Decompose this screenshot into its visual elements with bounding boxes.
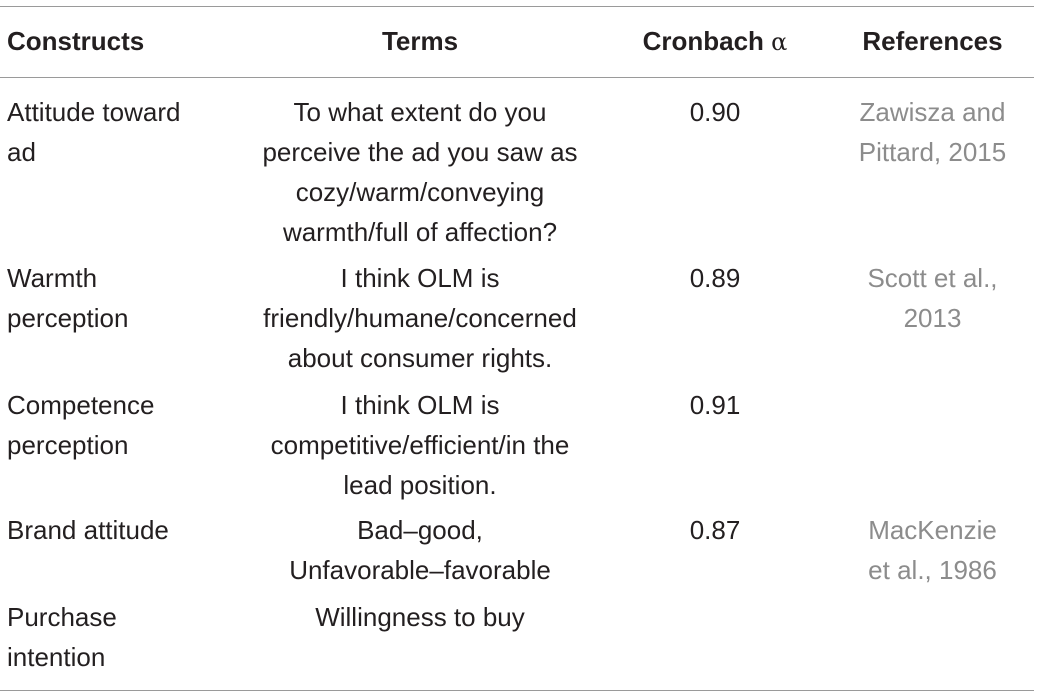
row-1-terms: To what extent do you perceive the ad yo… xyxy=(240,92,600,252)
construct-line: perception xyxy=(7,303,129,333)
terms-line: perceive the ad you saw as xyxy=(262,137,578,167)
reference-line: et al., 1986 xyxy=(868,555,997,585)
terms-line: warmth/full of affection? xyxy=(282,217,558,247)
row-4-construct: Brand attitude xyxy=(7,510,227,550)
construct-line: Warmth xyxy=(7,263,98,293)
terms-line: Bad–good, xyxy=(357,515,483,545)
row-5-terms: Willingness to buy xyxy=(240,597,600,637)
terms-line: I think OLM is xyxy=(340,263,500,293)
table-header-rule xyxy=(0,77,1034,78)
construct-line: perception xyxy=(7,430,129,460)
construct-line: Purchase xyxy=(7,602,117,632)
terms-line: To what extent do you xyxy=(293,97,547,127)
construct-line: ad xyxy=(7,137,36,167)
terms-line: Unfavorable–favorable xyxy=(289,555,551,585)
reference-line: Zawisza and xyxy=(859,97,1006,127)
terms-line: about consumer rights. xyxy=(287,343,553,373)
reference-line: Pittard, 2015 xyxy=(858,137,1007,167)
row-3-terms: I think OLM is competitive/efficient/in … xyxy=(240,385,600,505)
terms-line: lead position. xyxy=(343,470,497,500)
row-5-construct: Purchase intention xyxy=(7,597,227,677)
terms-line: friendly/humane/concerned xyxy=(263,303,577,333)
row-1-reference-link[interactable]: Zawisza and Pittard, 2015 xyxy=(830,92,1035,172)
row-4-alpha: 0.87 xyxy=(689,515,741,545)
terms-line: competitive/efficient/in the xyxy=(270,430,570,460)
row-1-construct: Attitude toward ad xyxy=(7,92,227,172)
row-3-alpha: 0.91 xyxy=(689,390,741,420)
row-1-alpha: 0.90 xyxy=(689,97,741,127)
reference-line: MacKenzie xyxy=(868,515,997,545)
construct-line: Brand attitude xyxy=(7,515,169,545)
header-cronbach-alpha: Cronbach α xyxy=(620,21,810,62)
header-constructs: Constructs xyxy=(7,26,145,56)
construct-line: intention xyxy=(7,642,106,672)
row-2-alpha: 0.89 xyxy=(689,263,741,293)
table-top-rule xyxy=(0,6,1034,7)
reference-line: Scott et al., xyxy=(867,263,998,293)
header-references: References xyxy=(862,26,1003,56)
row-2-terms: I think OLM is friendly/humane/concerned… xyxy=(240,258,600,378)
terms-line: Willingness to buy xyxy=(315,602,525,632)
row-2-reference-link[interactable]: Scott et al., 2013 xyxy=(830,258,1035,338)
row-2-construct: Warmth perception xyxy=(7,258,227,338)
terms-line: cozy/warm/conveying xyxy=(295,177,545,207)
construct-line: Attitude toward xyxy=(7,97,181,127)
table-bottom-rule xyxy=(0,690,1034,691)
reference-line: 2013 xyxy=(903,303,962,333)
header-terms: Terms xyxy=(381,26,459,56)
alpha-symbol: α xyxy=(771,28,788,56)
row-3-construct: Competence perception xyxy=(7,385,227,465)
row-4-terms: Bad–good, Unfavorable–favorable xyxy=(240,510,600,590)
row-4-reference-link[interactable]: MacKenzie et al., 1986 xyxy=(830,510,1035,590)
terms-line: I think OLM is xyxy=(340,390,500,420)
header-cronbach-label: Cronbach xyxy=(642,26,764,56)
construct-line: Competence xyxy=(7,390,155,420)
